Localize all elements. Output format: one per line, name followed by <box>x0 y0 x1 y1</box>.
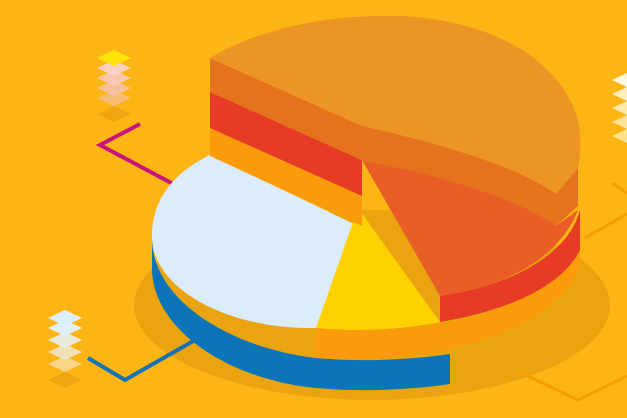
blue-slice-side <box>152 238 316 388</box>
amber-side-band <box>316 232 580 360</box>
orange-slice <box>210 15 581 194</box>
blue-connector-line <box>86 338 196 383</box>
layer-stack-icon <box>48 310 82 388</box>
red-orange-slice <box>362 160 578 296</box>
red-raised-side-right <box>440 210 580 322</box>
light-blue-slice <box>152 155 358 329</box>
magenta-connector-line <box>95 122 176 187</box>
orange-slice-shade <box>362 126 556 226</box>
orange-raised-side-left <box>210 58 362 160</box>
yellow-slice <box>316 208 440 330</box>
layer-stack-icon <box>612 72 627 144</box>
orange-connector-line-upper <box>611 181 627 195</box>
orange-connector-line-lower <box>514 368 627 402</box>
layer-stack-icon <box>97 50 131 122</box>
red-raised-side-left <box>210 92 362 196</box>
orange-connector-line-right <box>584 212 627 240</box>
blue-slice-side-bottom <box>316 354 450 391</box>
orange-raised-side-right <box>556 168 578 226</box>
amber-raised-side <box>210 128 362 226</box>
